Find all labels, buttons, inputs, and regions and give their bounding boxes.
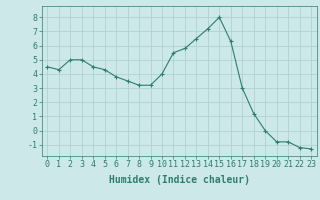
X-axis label: Humidex (Indice chaleur): Humidex (Indice chaleur)	[109, 175, 250, 185]
